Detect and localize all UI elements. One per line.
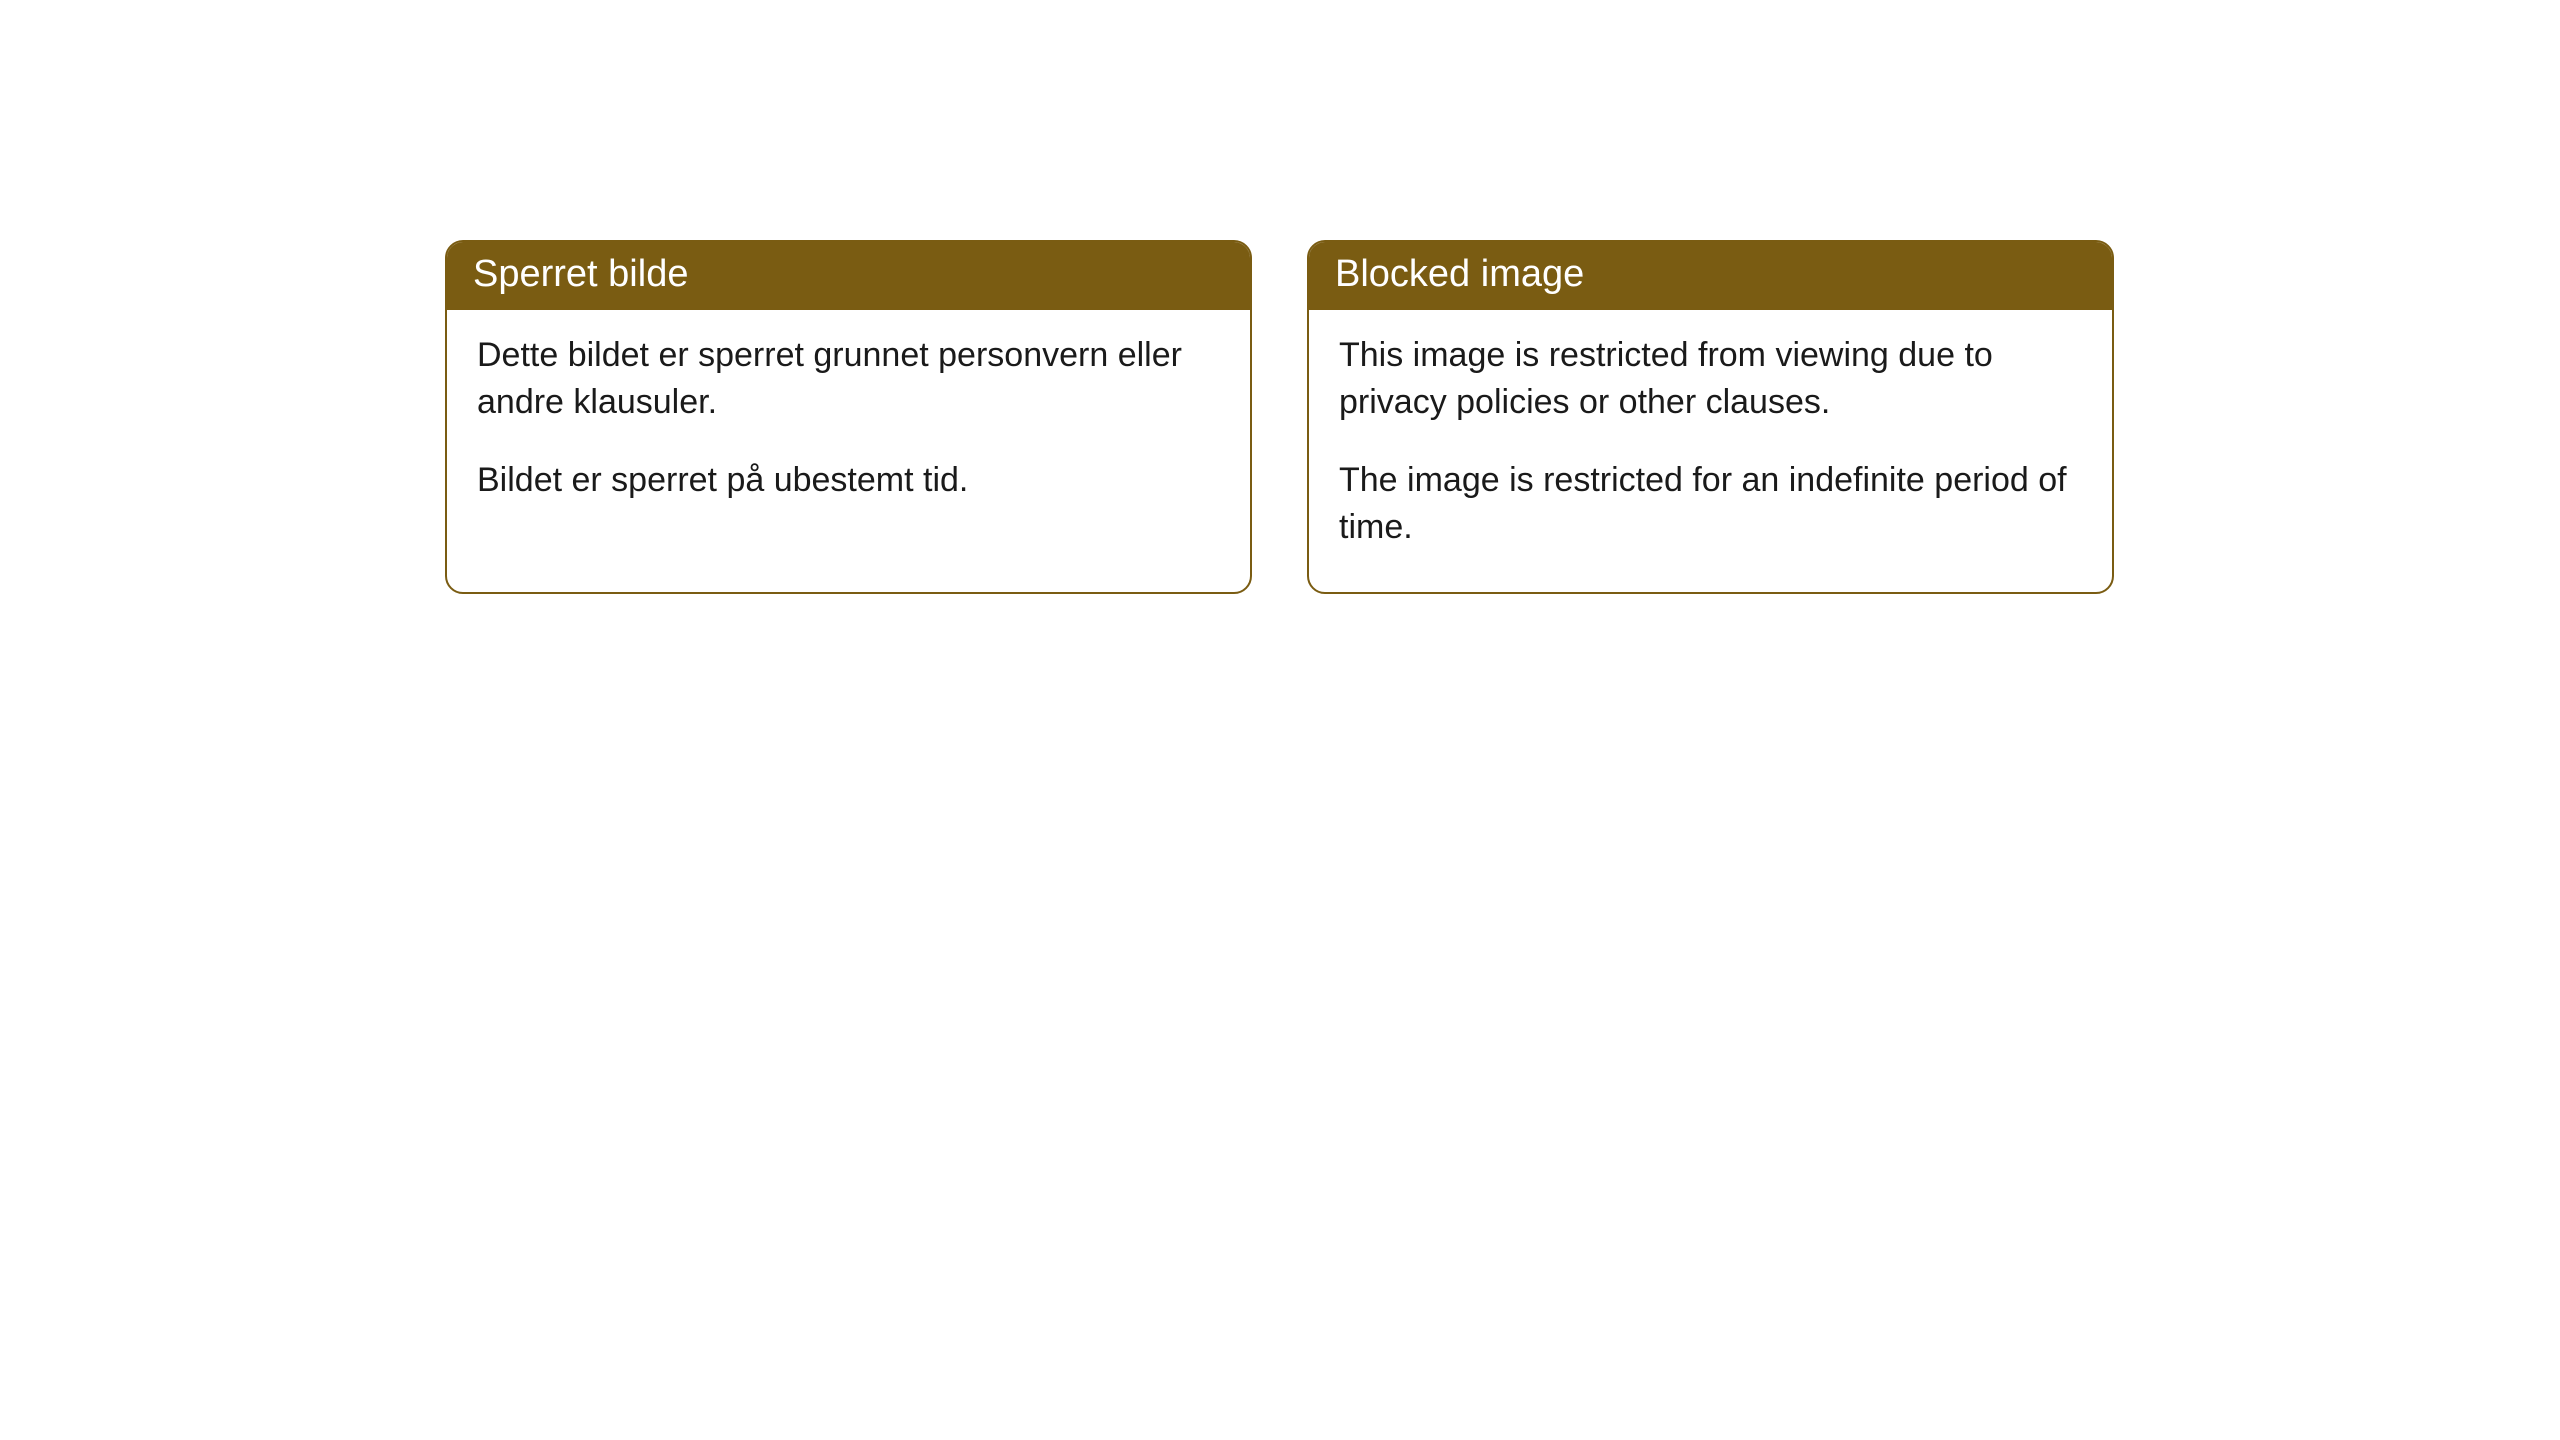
card-header: Blocked image [1309,242,2112,310]
notice-card-english: Blocked image This image is restricted f… [1307,240,2114,594]
card-header: Sperret bilde [447,242,1250,310]
card-title: Sperret bilde [473,253,688,295]
card-body: Dette bildet er sperret grunnet personve… [447,310,1250,545]
card-paragraph: Dette bildet er sperret grunnet personve… [477,332,1220,427]
card-paragraph: Bildet er sperret på ubestemt tid. [477,457,1220,505]
card-paragraph: The image is restricted for an indefinit… [1339,457,2082,552]
notice-card-norwegian: Sperret bilde Dette bildet er sperret gr… [445,240,1252,594]
card-body: This image is restricted from viewing du… [1309,310,2112,592]
card-paragraph: This image is restricted from viewing du… [1339,332,2082,427]
notice-cards-container: Sperret bilde Dette bildet er sperret gr… [445,240,2114,594]
card-title: Blocked image [1335,253,1584,295]
